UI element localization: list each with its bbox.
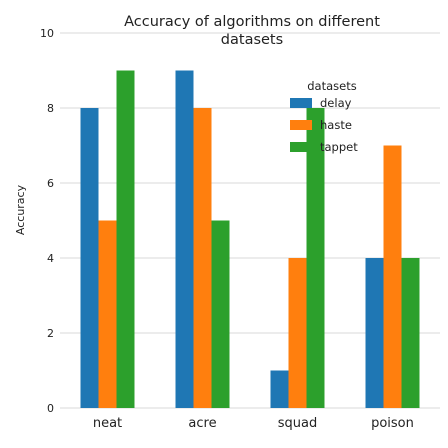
bar-delay-squad (270, 370, 289, 408)
legend-swatch-tappet (290, 142, 312, 152)
x-tick-label-neat: neat (93, 416, 122, 431)
chart-title-line-2: datasets (221, 32, 283, 48)
legend-swatch-haste (290, 120, 312, 130)
bar-haste-squad (288, 258, 307, 408)
y-tick-label: 8 (47, 102, 54, 115)
legend-swatch-delay (290, 98, 312, 108)
y-tick-label: 4 (47, 252, 54, 265)
legend-label-haste: haste (320, 118, 352, 132)
bar-tappet-acre (211, 220, 230, 408)
chart-title: Accuracy of algorithms on different data… (124, 14, 380, 48)
bar-haste-poison (383, 145, 402, 408)
bar-tappet-poison (401, 258, 420, 408)
bar-tappet-squad (306, 108, 325, 408)
x-tick-label-poison: poison (371, 416, 414, 431)
legend-title: datasets (307, 79, 356, 93)
y-tick-label: 2 (47, 327, 54, 340)
legend-label-tappet: tappet (320, 140, 358, 154)
bar-tappet-neat (116, 70, 135, 408)
bar-delay-acre (175, 70, 194, 408)
x-axis-ticks: neat acre squad poison (93, 416, 414, 431)
y-axis-ticks: 0 2 4 6 8 10 (40, 27, 54, 415)
y-tick-label: 10 (40, 27, 54, 40)
bar-delay-neat (80, 108, 99, 408)
x-tick-label-squad: squad (278, 416, 317, 431)
x-tick-label-acre: acre (188, 416, 216, 431)
y-axis-label: Accuracy (14, 184, 27, 235)
bar-haste-acre (193, 108, 212, 408)
legend-label-delay: delay (320, 96, 352, 110)
chart-title-line-1: Accuracy of algorithms on different (124, 14, 380, 30)
y-tick-label: 0 (47, 402, 54, 415)
bar-haste-neat (98, 220, 117, 408)
bar-delay-poison (365, 258, 384, 408)
bars (80, 70, 420, 408)
y-tick-label: 6 (47, 177, 54, 190)
legend: datasets delay haste tappet (290, 79, 358, 154)
